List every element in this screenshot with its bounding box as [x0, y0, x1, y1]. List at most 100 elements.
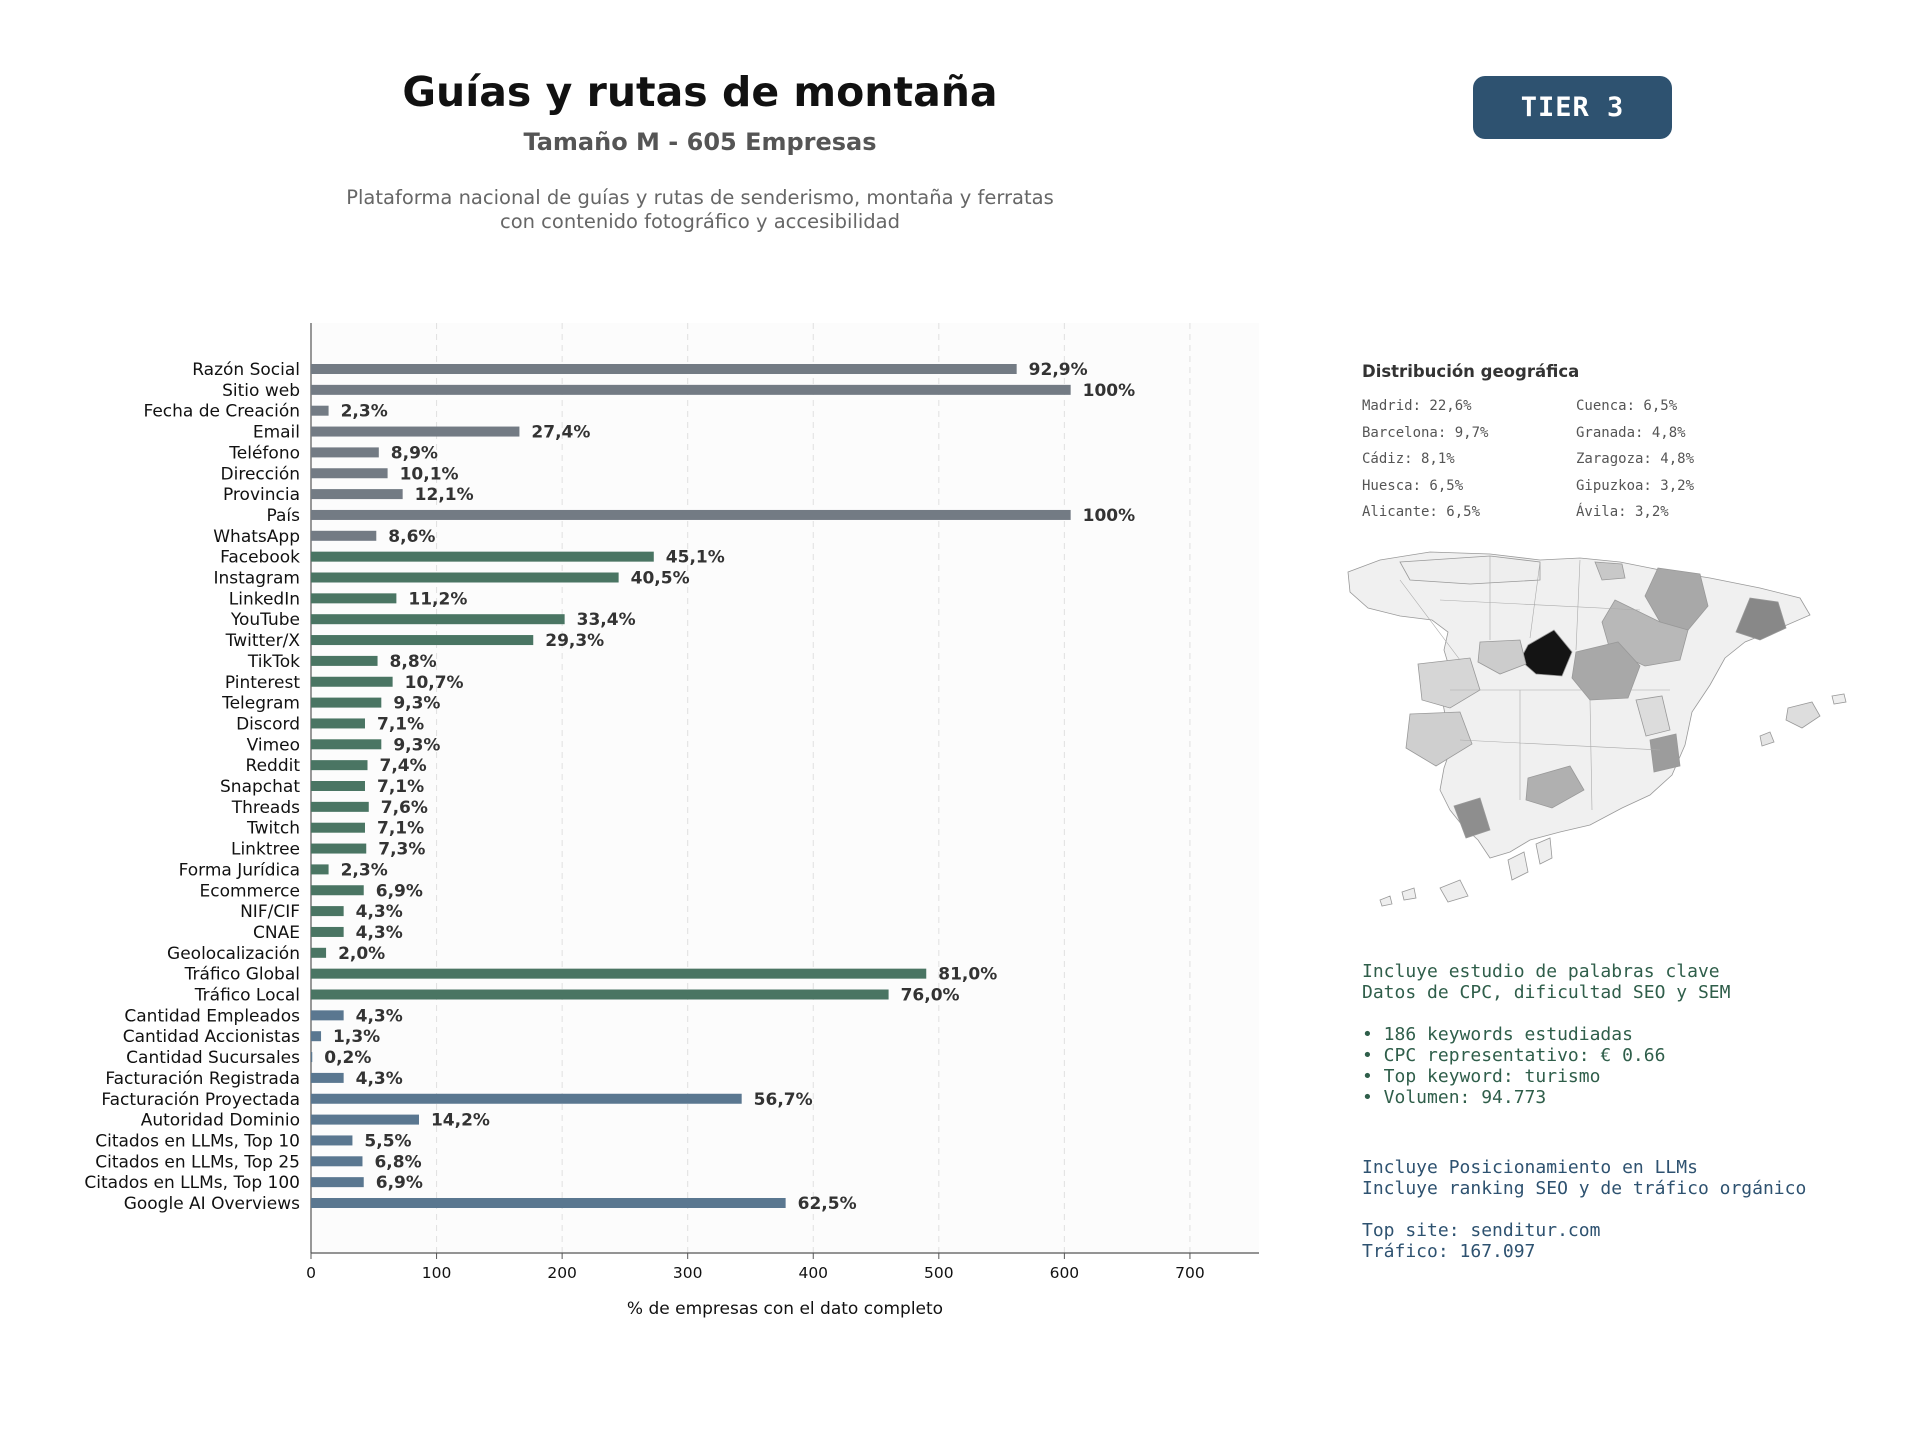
bar: [311, 426, 520, 437]
category-label: Tráfico Local: [194, 986, 300, 1006]
keyword-study-info: Incluye estudio de palabras clave Datos d…: [1362, 961, 1730, 1108]
data-label: 8,6%: [388, 527, 435, 547]
map-province-alicante: [1649, 733, 1681, 773]
data-label: 29,3%: [545, 631, 604, 651]
bar: [311, 739, 382, 750]
data-label: 27,4%: [531, 423, 590, 443]
x-tick-label: 600: [1050, 1264, 1080, 1282]
category-label: Google AI Overviews: [124, 1194, 300, 1214]
bar: [311, 864, 329, 875]
description-line-1: Plataforma nacional de guías y rutas de …: [346, 186, 1054, 209]
bar: [311, 1177, 364, 1188]
map-province-asturias-cantabria: [1399, 555, 1541, 585]
bar: [311, 635, 534, 646]
geo-item: Barcelona: 9,7%: [1362, 424, 1489, 441]
geo-item: Huesca: 6,5%: [1362, 477, 1464, 494]
bar: [311, 801, 369, 812]
data-label: 4,3%: [356, 923, 403, 943]
data-label: 7,1%: [377, 819, 424, 839]
bar: [311, 947, 327, 958]
geo-item: Cádiz: 8,1%: [1362, 451, 1455, 467]
category-label: Geolocalización: [167, 944, 300, 964]
data-label: 5,5%: [364, 1131, 411, 1151]
category-label: Twitter/X: [225, 631, 301, 651]
data-label: 45,1%: [666, 548, 725, 568]
category-label: Sitio web: [222, 381, 300, 401]
data-label: 9,3%: [393, 694, 440, 714]
category-label: Fecha de Creación: [143, 402, 300, 422]
data-label: 2,3%: [341, 860, 388, 880]
x-axis-label: % de empresas con el dato completo: [627, 1299, 943, 1319]
description-line-2: con contenido fotográfico y accesibilida…: [499, 210, 901, 233]
data-label: 14,2%: [431, 1111, 490, 1131]
data-label: 6,8%: [374, 1152, 421, 1172]
bar: [311, 885, 364, 896]
bar-chart: 0 100 200 300 400 500 600 700 % de empresas con …: [84, 323, 1259, 1319]
x-tick-label: 200: [547, 1264, 577, 1282]
geo-item: Zaragoza: 4,8%: [1576, 451, 1695, 467]
data-label: 2,3%: [341, 402, 388, 422]
data-label: 4,3%: [356, 1069, 403, 1089]
category-label: Telegram: [221, 694, 300, 714]
category-label: Dirección: [221, 464, 300, 484]
category-label: País: [267, 506, 301, 526]
category-label: Discord: [236, 714, 300, 734]
geo-item: Granada: 4,8%: [1576, 424, 1686, 441]
category-label: Citados en LLMs, Top 100: [84, 1173, 300, 1193]
map-province-borders: [1399, 556, 1670, 811]
bar: [311, 968, 927, 979]
bar: [311, 760, 368, 771]
data-label: 7,4%: [380, 756, 427, 776]
category-label: Facturación Registrada: [105, 1069, 300, 1089]
category-label: Autoridad Dominio: [141, 1111, 300, 1131]
geo-item: Alicante: 6,5%: [1362, 504, 1481, 520]
map-balearic-menorca: [1831, 693, 1847, 705]
bar: [311, 489, 403, 500]
data-label: 6,9%: [376, 881, 423, 901]
bar: [311, 551, 654, 562]
map-balearic-mallorca: [1785, 701, 1821, 729]
bar: [311, 781, 365, 791]
data-label: 33,4%: [577, 610, 636, 630]
category-label: Citados en LLMs, Top 10: [95, 1131, 300, 1151]
bar: [311, 989, 889, 1000]
map-province-badajoz: [1417, 657, 1481, 709]
category-label: Vimeo: [247, 735, 300, 755]
bar: [311, 468, 388, 479]
bar: [311, 530, 377, 541]
bar: [311, 926, 344, 937]
data-label: 10,7%: [405, 673, 464, 693]
category-label: Tráfico Global: [184, 965, 300, 985]
category-label: Cantidad Empleados: [124, 1006, 300, 1026]
data-label: 0,2%: [324, 1048, 371, 1068]
data-label: 100%: [1083, 506, 1136, 526]
data-label: 2,0%: [338, 944, 385, 964]
data-label: 4,3%: [356, 902, 403, 922]
bar: [311, 843, 367, 854]
category-label: Ecommerce: [200, 881, 301, 901]
map-province-gipuzkoa: [1594, 561, 1626, 581]
map-province-cuenca: [1571, 641, 1641, 701]
data-label: 9,3%: [393, 735, 440, 755]
category-label: Citados en LLMs, Top 25: [95, 1152, 300, 1172]
geo-item: Ávila: 3,2%: [1576, 504, 1669, 520]
map-canary-islands: [1379, 837, 1553, 907]
data-label: 7,3%: [378, 840, 425, 860]
bar: [311, 1031, 322, 1042]
category-label: NIF/CIF: [240, 902, 300, 922]
data-label: 76,0%: [901, 986, 960, 1006]
bar: [311, 509, 1071, 520]
keyword-bullet: • 186 keywords estudiadas: [1362, 1024, 1633, 1045]
bar: [311, 906, 344, 917]
category-label: Instagram: [214, 569, 301, 589]
x-tick-label: 0: [306, 1264, 316, 1282]
spain-province-map: [1347, 551, 1847, 907]
map-province-caceres-jaen: [1405, 711, 1473, 767]
x-tick-label: 700: [1175, 1264, 1205, 1282]
category-label: Cantidad Sucursales: [126, 1048, 300, 1068]
category-label: Email: [253, 423, 300, 443]
category-label: TikTok: [247, 652, 300, 672]
seo-llm-info: Incluye Posicionamiento en LLMs Incluye r…: [1362, 1157, 1806, 1262]
data-label: 6,9%: [376, 1173, 423, 1193]
tier-badge: TIER 3: [1473, 76, 1672, 139]
